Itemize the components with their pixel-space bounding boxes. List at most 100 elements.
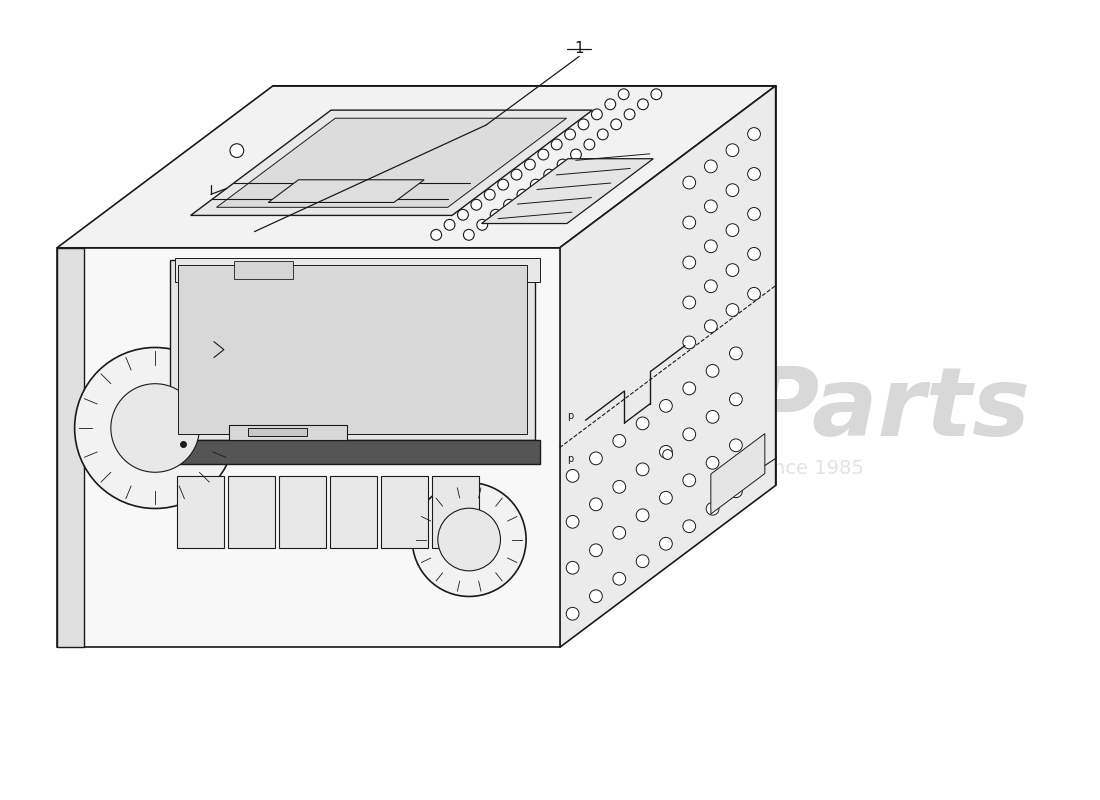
Circle shape bbox=[704, 160, 717, 173]
Circle shape bbox=[543, 169, 554, 180]
Circle shape bbox=[566, 515, 579, 528]
Circle shape bbox=[579, 119, 588, 130]
Polygon shape bbox=[57, 248, 85, 647]
Polygon shape bbox=[175, 258, 540, 282]
Circle shape bbox=[683, 520, 695, 533]
Circle shape bbox=[748, 247, 760, 260]
Polygon shape bbox=[381, 475, 428, 547]
Circle shape bbox=[444, 219, 455, 230]
Circle shape bbox=[566, 607, 579, 620]
Circle shape bbox=[729, 347, 743, 360]
Circle shape bbox=[683, 428, 695, 441]
Circle shape bbox=[618, 89, 629, 100]
Circle shape bbox=[704, 320, 717, 333]
Circle shape bbox=[706, 457, 719, 469]
Circle shape bbox=[558, 159, 568, 170]
Polygon shape bbox=[217, 118, 566, 207]
Circle shape bbox=[111, 384, 199, 472]
Circle shape bbox=[476, 219, 487, 230]
Circle shape bbox=[683, 336, 695, 349]
Circle shape bbox=[512, 169, 521, 180]
Circle shape bbox=[748, 128, 760, 140]
Circle shape bbox=[660, 399, 672, 412]
Circle shape bbox=[590, 452, 603, 465]
Circle shape bbox=[729, 439, 743, 452]
Polygon shape bbox=[169, 259, 535, 440]
Circle shape bbox=[613, 481, 626, 494]
Circle shape bbox=[706, 410, 719, 423]
Circle shape bbox=[726, 144, 739, 157]
Circle shape bbox=[613, 526, 626, 539]
Polygon shape bbox=[57, 86, 776, 248]
Circle shape bbox=[704, 240, 717, 253]
Circle shape bbox=[706, 365, 719, 378]
Circle shape bbox=[590, 498, 603, 510]
Text: euro: euro bbox=[496, 363, 746, 456]
Circle shape bbox=[729, 485, 743, 498]
Circle shape bbox=[660, 491, 672, 504]
Circle shape bbox=[636, 417, 649, 430]
Circle shape bbox=[463, 230, 474, 240]
Circle shape bbox=[525, 159, 536, 170]
Polygon shape bbox=[228, 475, 275, 547]
Circle shape bbox=[438, 508, 500, 571]
Circle shape bbox=[729, 393, 743, 406]
Circle shape bbox=[551, 139, 562, 150]
Circle shape bbox=[704, 280, 717, 293]
Polygon shape bbox=[177, 475, 224, 547]
Circle shape bbox=[636, 555, 649, 568]
Circle shape bbox=[613, 434, 626, 447]
Circle shape bbox=[230, 144, 244, 158]
Circle shape bbox=[458, 210, 469, 220]
Text: a passion for parts since 1985: a passion for parts since 1985 bbox=[570, 459, 865, 478]
Polygon shape bbox=[229, 425, 346, 440]
Circle shape bbox=[613, 572, 626, 585]
Polygon shape bbox=[57, 248, 560, 647]
Circle shape bbox=[592, 109, 603, 120]
Circle shape bbox=[683, 176, 695, 189]
Circle shape bbox=[636, 463, 649, 476]
Polygon shape bbox=[432, 475, 480, 547]
Text: p: p bbox=[568, 454, 573, 465]
Circle shape bbox=[726, 184, 739, 197]
Circle shape bbox=[683, 296, 695, 309]
Circle shape bbox=[590, 544, 603, 557]
Circle shape bbox=[683, 474, 695, 486]
Text: p: p bbox=[568, 410, 573, 421]
Polygon shape bbox=[278, 475, 326, 547]
Circle shape bbox=[75, 347, 235, 509]
Circle shape bbox=[660, 446, 672, 458]
Polygon shape bbox=[178, 266, 527, 434]
Circle shape bbox=[431, 230, 441, 240]
Circle shape bbox=[566, 562, 579, 574]
Circle shape bbox=[706, 502, 719, 515]
Circle shape bbox=[624, 109, 635, 120]
Circle shape bbox=[590, 590, 603, 602]
Circle shape bbox=[571, 149, 582, 160]
Circle shape bbox=[597, 129, 608, 140]
Circle shape bbox=[504, 199, 515, 210]
Text: 1: 1 bbox=[574, 41, 584, 56]
Polygon shape bbox=[268, 180, 425, 202]
Circle shape bbox=[530, 179, 541, 190]
Circle shape bbox=[662, 450, 672, 459]
Circle shape bbox=[471, 199, 482, 210]
Circle shape bbox=[566, 470, 579, 482]
Circle shape bbox=[748, 287, 760, 300]
Circle shape bbox=[412, 482, 526, 597]
Circle shape bbox=[748, 207, 760, 220]
Circle shape bbox=[748, 167, 760, 180]
Circle shape bbox=[660, 538, 672, 550]
Circle shape bbox=[584, 139, 595, 150]
Circle shape bbox=[726, 224, 739, 237]
Circle shape bbox=[484, 190, 495, 200]
Polygon shape bbox=[482, 158, 653, 223]
Polygon shape bbox=[169, 440, 540, 464]
Polygon shape bbox=[190, 110, 593, 215]
Circle shape bbox=[683, 256, 695, 269]
Circle shape bbox=[497, 179, 508, 190]
Circle shape bbox=[704, 200, 717, 213]
Circle shape bbox=[683, 216, 695, 229]
Polygon shape bbox=[249, 428, 307, 436]
Polygon shape bbox=[233, 261, 293, 279]
